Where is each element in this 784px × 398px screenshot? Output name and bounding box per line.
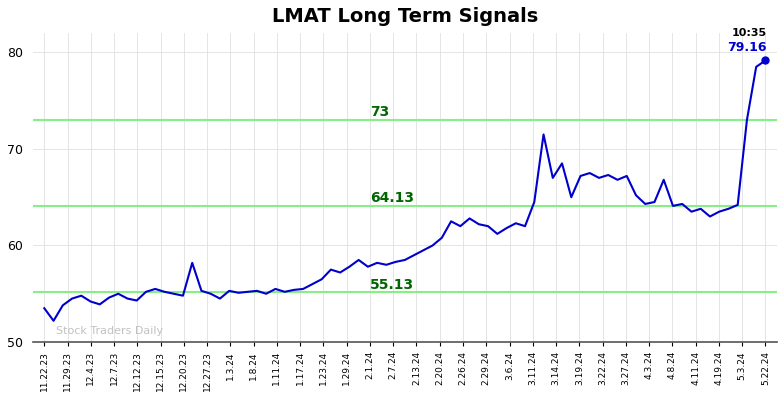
Text: 79.16: 79.16 bbox=[727, 41, 767, 54]
Text: Stock Traders Daily: Stock Traders Daily bbox=[56, 326, 163, 336]
Text: 55.13: 55.13 bbox=[370, 278, 414, 292]
Text: 64.13: 64.13 bbox=[370, 191, 414, 205]
Title: LMAT Long Term Signals: LMAT Long Term Signals bbox=[272, 7, 538, 26]
Text: 10:35: 10:35 bbox=[731, 28, 767, 38]
Text: 73: 73 bbox=[370, 105, 389, 119]
